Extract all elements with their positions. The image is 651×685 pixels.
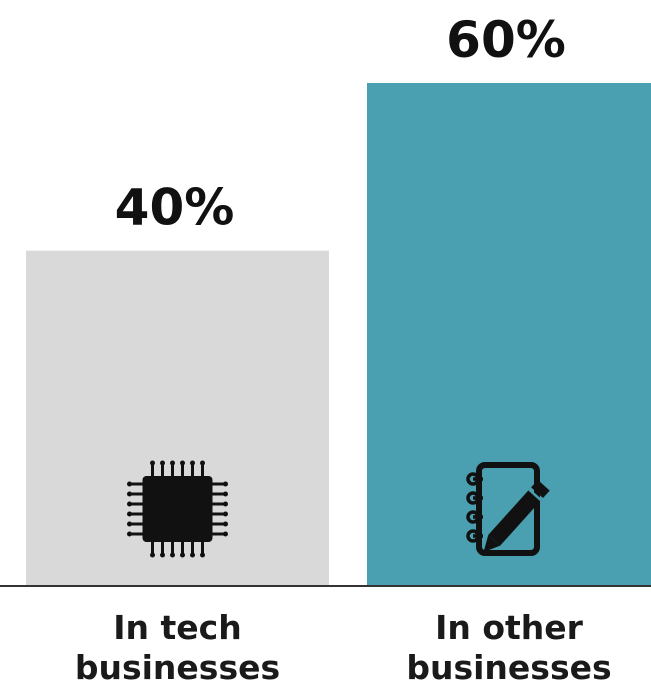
value-label-0: 40% xyxy=(115,179,235,237)
notebook-icon xyxy=(466,462,550,556)
value-label-1: 60% xyxy=(446,11,566,69)
bar-1 xyxy=(367,83,651,586)
category-label-0-line-1: businesses xyxy=(75,648,280,685)
bars-layer xyxy=(26,83,651,586)
category-label-1-line-0: In other xyxy=(435,608,584,647)
category-label-0-line-0: In tech xyxy=(113,608,241,647)
icons-layer xyxy=(127,460,550,558)
category-label-1-line-1: businesses xyxy=(406,648,611,685)
chip-icon xyxy=(127,460,228,558)
